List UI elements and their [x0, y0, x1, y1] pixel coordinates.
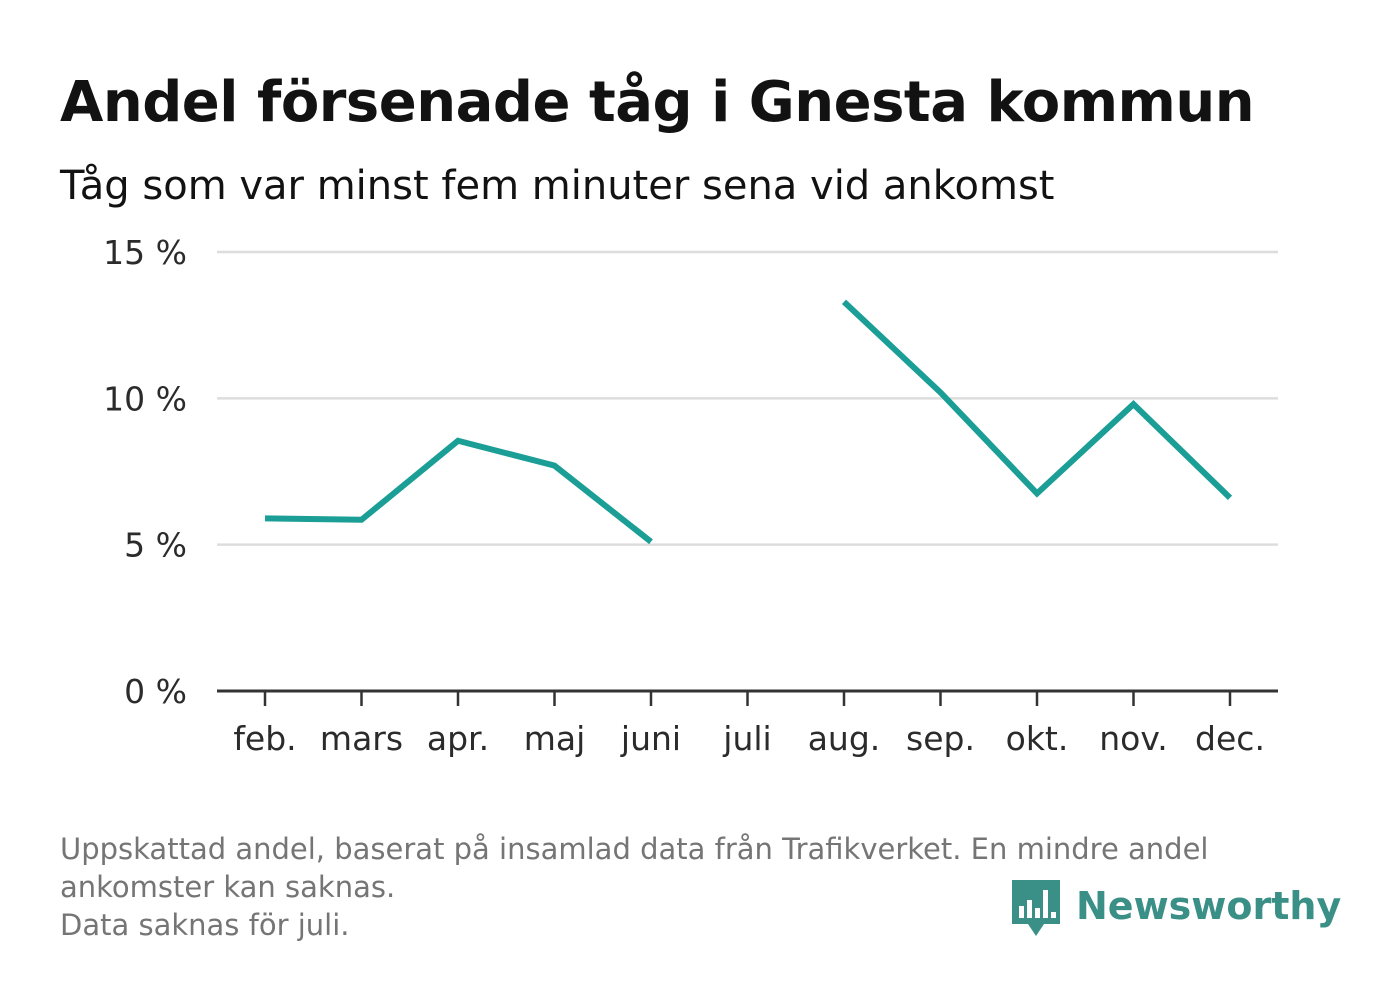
footnote: Uppskattad andel, baserat på insamlad da…: [60, 830, 1208, 944]
x-tick-label: juli: [722, 719, 771, 758]
y-tick-label: 5 %: [124, 526, 187, 565]
x-tick-label: maj: [524, 719, 586, 758]
x-tick-label: sep.: [906, 719, 975, 758]
x-tick-label: mars: [320, 719, 403, 758]
series-line: [841, 299, 1233, 500]
series-lines: [264, 299, 1233, 545]
footnote-line-2: ankomster kan saknas.: [60, 870, 396, 904]
brand-name: Newsworthy: [1076, 884, 1342, 928]
y-axis-ticks: 0 % 5 % 10 % 15 %: [103, 233, 187, 711]
x-tick-label: nov.: [1099, 719, 1168, 758]
y-tick-label: 15 %: [103, 233, 187, 272]
x-tick-label: dec.: [1195, 719, 1265, 758]
x-tick-label: apr.: [427, 719, 489, 758]
gridlines: [217, 250, 1278, 546]
x-axis: feb. mars apr. maj juni juli aug. sep. okt. nov. d…: [217, 689, 1278, 758]
x-tick-label: feb.: [233, 719, 296, 758]
x-tick-label: juni: [620, 719, 681, 758]
x-tick-label: aug.: [808, 719, 881, 758]
chart-subtitle: Tåg som var minst fem minuter sena vid a…: [60, 163, 1055, 209]
brand: Newsworthy: [1010, 878, 1341, 940]
y-tick-label: 0 %: [124, 672, 187, 711]
newsworthy-logo-icon: [1012, 880, 1060, 936]
x-tick-label: okt.: [1006, 719, 1069, 758]
chart-title: Andel försenade tåg i Gnesta kommun: [60, 70, 1255, 135]
footnote-line-1: Uppskattad andel, baserat på insamlad da…: [60, 832, 1209, 866]
footnote-line-3: Data saknas för juli.: [60, 908, 350, 942]
y-tick-label: 10 %: [103, 379, 187, 418]
series-line: [264, 437, 653, 545]
